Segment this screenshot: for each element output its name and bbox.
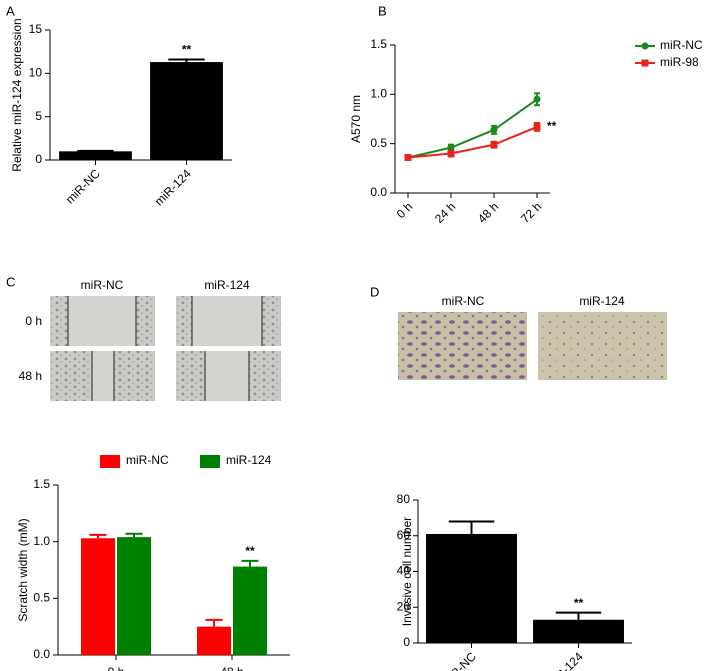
y-tick-label: 5 xyxy=(35,109,42,123)
y-tick-label: 0.5 xyxy=(33,591,50,605)
line xyxy=(407,98,538,159)
bar xyxy=(426,533,517,643)
photo xyxy=(538,312,667,380)
image-label: 48 h xyxy=(19,369,42,383)
x-tick-label: miR-124 xyxy=(544,649,586,671)
x-tick-label: 0 h xyxy=(108,665,125,671)
y-tick-label: 15 xyxy=(29,22,43,36)
x-tick-label: 48 h xyxy=(475,199,501,225)
bar xyxy=(233,566,267,655)
marker xyxy=(490,126,498,134)
x-tick-label: 48 h xyxy=(220,665,243,671)
legend-label: miR-NC xyxy=(660,38,703,52)
scratch xyxy=(68,296,136,346)
y-tick-label: 0 xyxy=(403,635,410,649)
y-tick-label: 0.0 xyxy=(33,647,50,661)
bar xyxy=(150,62,223,160)
y-tick-label: 0 xyxy=(35,152,42,166)
legend-marker xyxy=(641,42,649,50)
annotation: ** xyxy=(182,43,192,57)
scratch-photos: miR-NC miR-124 0 h 48 h xyxy=(19,278,281,401)
y-tick-label: 60 xyxy=(397,528,411,542)
invasion-photos: miR-NC miR-124 xyxy=(398,294,667,380)
legend-swatch xyxy=(100,455,120,468)
marker xyxy=(490,141,498,149)
y-tick-label: 0.5 xyxy=(370,136,387,150)
x-tick-label: miR-124 xyxy=(152,166,194,208)
y-tick-label: 0.0 xyxy=(370,185,387,199)
legend-label: miR-NC xyxy=(126,453,169,467)
y-tick-label: 80 xyxy=(397,492,411,506)
line xyxy=(407,125,538,159)
scratch xyxy=(205,351,249,401)
marker xyxy=(447,144,455,152)
legend-label: miR-98 xyxy=(660,55,699,69)
annotation: ** xyxy=(547,119,557,133)
y-tick-label: 1.0 xyxy=(33,534,50,548)
annotation: ** xyxy=(574,596,584,610)
panel-label: C xyxy=(6,274,15,289)
image-label: miR-NC xyxy=(81,278,124,292)
y-tick-label: 40 xyxy=(397,564,411,578)
y-tick-label: 10 xyxy=(29,66,43,80)
scratch xyxy=(92,351,114,401)
marker xyxy=(404,153,412,161)
x-tick-label: 72 h xyxy=(518,199,544,225)
panel-label: A xyxy=(6,3,15,18)
legend-label: miR-124 xyxy=(226,453,272,467)
x-tick-label: miR-NC xyxy=(439,649,479,671)
panel-label: D xyxy=(370,284,379,299)
x-tick-label: 0 h xyxy=(394,199,416,221)
image-label: miR-124 xyxy=(204,278,250,292)
bar xyxy=(533,619,624,643)
y-tick-label: 1.5 xyxy=(33,477,50,491)
bar xyxy=(59,151,132,160)
marker xyxy=(533,123,541,131)
y-tick-label: 20 xyxy=(397,599,411,613)
bar xyxy=(81,538,115,655)
y-axis-label: Relative miR-124 expression xyxy=(10,18,24,171)
photo xyxy=(398,312,527,380)
annotation: ** xyxy=(245,544,255,558)
x-tick-label: miR-NC xyxy=(63,166,103,206)
bar xyxy=(197,626,231,655)
legend-swatch xyxy=(200,455,220,468)
image-label: miR-NC xyxy=(442,294,485,308)
bar xyxy=(117,537,151,655)
x-tick-label: 24 h xyxy=(432,199,458,225)
y-tick-label: 1.5 xyxy=(370,37,387,51)
image-label: miR-124 xyxy=(579,294,625,308)
y-tick-label: 1.0 xyxy=(370,87,387,101)
panel-label: B xyxy=(378,3,387,18)
y-axis-label: Scratch width (mM) xyxy=(16,518,30,621)
scratch xyxy=(192,296,262,346)
image-label: 0 h xyxy=(25,314,42,328)
y-axis-label: Invasive cell number xyxy=(400,517,414,626)
legend-marker xyxy=(641,59,649,67)
y-axis-label: A570 nm xyxy=(349,95,363,143)
marker xyxy=(447,150,455,158)
marker xyxy=(533,95,541,103)
